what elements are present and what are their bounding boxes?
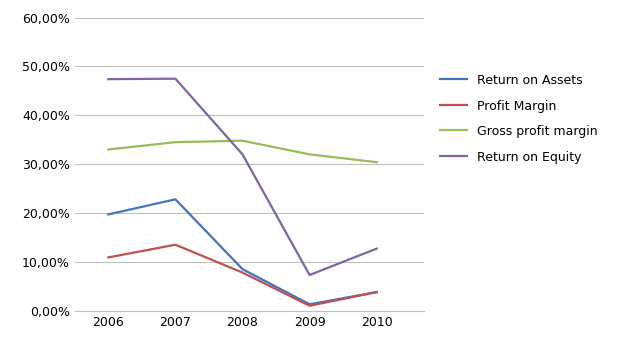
Gross profit margin	[373, 160, 381, 164]
Return on Equity	[239, 152, 246, 156]
Return on Equity	[306, 273, 313, 277]
Profit Margin	[105, 255, 112, 259]
Legend: Return on Assets, Profit Margin, Gross profit margin, Return on Equity: Return on Assets, Profit Margin, Gross p…	[434, 68, 604, 170]
Return on Equity	[105, 77, 112, 81]
Line: Return on Equity: Return on Equity	[108, 79, 377, 275]
Return on Assets	[105, 212, 112, 216]
Profit Margin	[306, 304, 313, 308]
Return on Equity	[172, 77, 179, 81]
Profit Margin	[172, 243, 179, 247]
Return on Assets	[172, 197, 179, 202]
Gross profit margin	[306, 152, 313, 156]
Gross profit margin	[239, 139, 246, 143]
Gross profit margin	[172, 140, 179, 144]
Return on Equity	[373, 246, 381, 251]
Profit Margin	[373, 290, 381, 294]
Line: Profit Margin: Profit Margin	[108, 245, 377, 306]
Gross profit margin	[105, 148, 112, 152]
Profit Margin	[239, 270, 246, 275]
Line: Return on Assets: Return on Assets	[108, 199, 377, 304]
Return on Assets	[306, 302, 313, 306]
Line: Gross profit margin: Gross profit margin	[108, 141, 377, 162]
Return on Assets	[373, 290, 381, 294]
Return on Assets	[239, 267, 246, 271]
